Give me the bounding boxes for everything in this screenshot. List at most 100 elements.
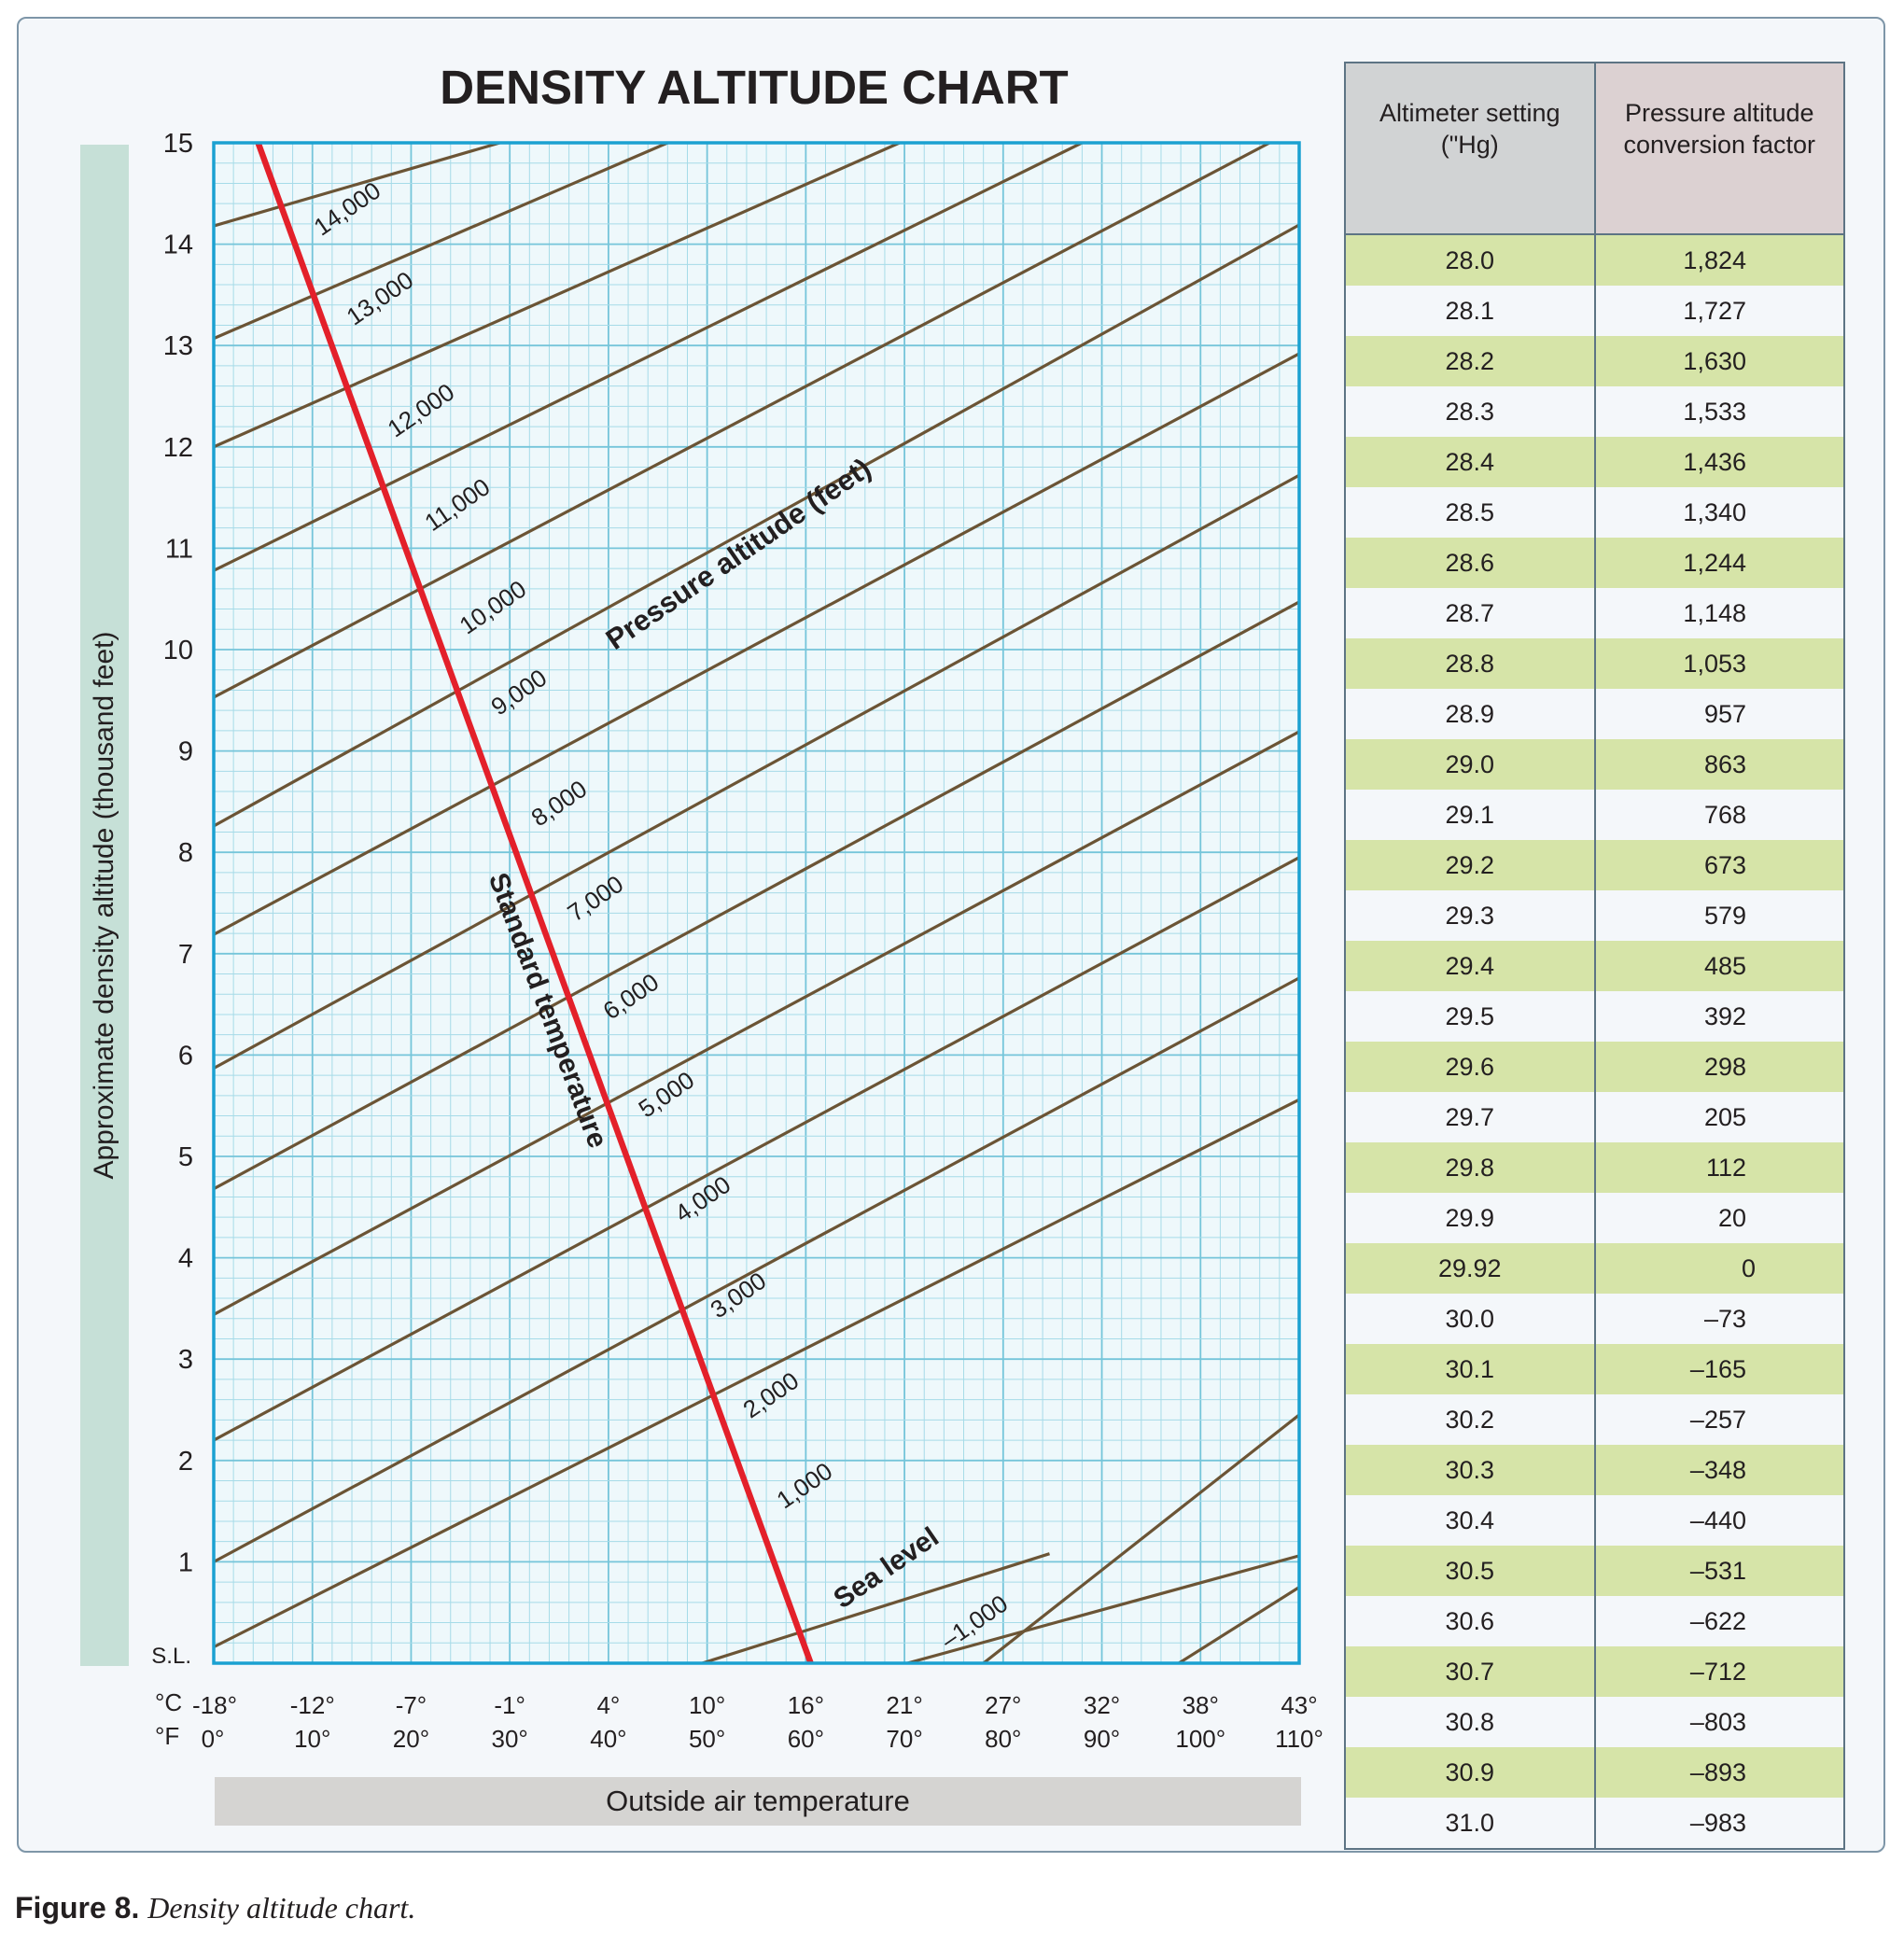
- conversion-factor-cell: 1,053: [1593, 638, 1845, 689]
- table-row: 28.7 1,148: [1344, 588, 1845, 638]
- conversion-factor-cell: 579: [1593, 890, 1845, 941]
- x-tick-label-fahrenheit: 110°: [1275, 1725, 1323, 1753]
- caption-text: Density altitude chart.: [147, 1891, 416, 1925]
- pressure-altitude-line: [214, 600, 1299, 1191]
- table-row: 28.6 1,244: [1344, 538, 1845, 588]
- pressure-altitude-line: [906, 1554, 1299, 1663]
- conversion-factor-cell: 673: [1593, 840, 1845, 890]
- conversion-factor-cell: –73: [1593, 1294, 1845, 1344]
- x-tick-label-celsius: -12°: [290, 1691, 335, 1719]
- table-row: 29.4 485: [1344, 941, 1845, 991]
- altimeter-setting-cell: 28.5: [1344, 487, 1596, 538]
- y-tick-label: 6: [178, 1041, 193, 1071]
- altimeter-setting-cell: 28.6: [1344, 538, 1596, 588]
- conversion-factor-cell: –712: [1593, 1646, 1845, 1697]
- x-tick-label-fahrenheit: 50°: [689, 1725, 725, 1753]
- celsius-unit-label: °C: [155, 1688, 183, 1716]
- x-tick-label-celsius: -1°: [494, 1691, 525, 1719]
- density-altitude-chart: 14,00013,00012,00011,00010,0009,0008,000…: [151, 129, 1323, 1753]
- y-tick-label: 8: [178, 838, 193, 868]
- conversion-factor-cell: 768: [1593, 790, 1845, 840]
- conversion-factor-cell: –893: [1593, 1747, 1845, 1798]
- conversion-factor-cell: 485: [1593, 941, 1845, 991]
- table-row: 28.9 957: [1344, 689, 1845, 739]
- x-tick-label-celsius: 16°: [788, 1691, 824, 1719]
- pressure-altitude-line: [214, 143, 1084, 572]
- pressure-altitude-line: [214, 730, 1299, 1316]
- conversion-factor-cell: 1,436: [1593, 437, 1845, 487]
- altimeter-setting-cell: 29.6: [1344, 1042, 1596, 1092]
- altimeter-setting-cell: 28.4: [1344, 437, 1596, 487]
- table-header-row: Altimeter setting ("Hg) Pressure altitud…: [1344, 62, 1845, 235]
- altimeter-setting-cell: 29.4: [1344, 941, 1596, 991]
- conversion-factor-cell: –622: [1593, 1596, 1845, 1646]
- x-tick-label-celsius: -18°: [192, 1691, 237, 1719]
- altimeter-setting-cell: 30.0: [1344, 1294, 1596, 1344]
- y-tick-label: 3: [178, 1345, 193, 1375]
- altimeter-setting-cell: 29.2: [1344, 840, 1596, 890]
- y-tick-label: 10: [163, 636, 193, 665]
- x-tick-label-fahrenheit: 70°: [886, 1725, 922, 1753]
- altimeter-setting-cell: 31.0: [1344, 1798, 1596, 1850]
- table-row: 30.8 –803: [1344, 1697, 1845, 1747]
- x-tick-label-celsius: 10°: [689, 1691, 725, 1719]
- conversion-factor-cell: 298: [1593, 1042, 1845, 1092]
- table-row: 28.1 1,727: [1344, 286, 1845, 336]
- header-line: conversion factor: [1623, 131, 1816, 159]
- table-row: 30.5 –531: [1344, 1546, 1845, 1596]
- x-tick-label-celsius: 4°: [596, 1691, 620, 1719]
- table-row: 30.3 –348: [1344, 1445, 1845, 1495]
- x-tick-label-celsius: 32°: [1084, 1691, 1120, 1719]
- table-header-altimeter-setting: Altimeter setting ("Hg): [1344, 62, 1596, 235]
- altimeter-setting-cell: 30.9: [1344, 1747, 1596, 1798]
- y-axis-label-band: [80, 145, 129, 1666]
- conversion-factor-cell: 112: [1593, 1142, 1845, 1193]
- altimeter-setting-cell: 30.5: [1344, 1546, 1596, 1596]
- x-tick-label-celsius: 21°: [886, 1691, 922, 1719]
- altimeter-setting-cell: 29.3: [1344, 890, 1596, 941]
- table-row: 29.8 112: [1344, 1142, 1845, 1193]
- conversion-factor-cell: 1,630: [1593, 336, 1845, 386]
- fahrenheit-unit-label: °F: [155, 1722, 180, 1750]
- x-tick-label-celsius: 27°: [985, 1691, 1021, 1719]
- conversion-factor-cell: –440: [1593, 1495, 1845, 1546]
- x-axis-label: Outside air temperature: [606, 1785, 910, 1817]
- chart-title: DENSITY ALTITUDE CHART: [440, 61, 1069, 114]
- header-line: Pressure altitude: [1624, 99, 1814, 127]
- altimeter-setting-cell: 28.2: [1344, 336, 1596, 386]
- y-tick-label: 5: [178, 1142, 193, 1172]
- table-row: 30.4 –440: [1344, 1495, 1845, 1546]
- figure-caption: Figure 8. Density altitude chart.: [15, 1891, 415, 1925]
- table-row: 29.7 205: [1344, 1092, 1845, 1142]
- table-row: 28.2 1,630: [1344, 336, 1845, 386]
- pressure-altitude-line: [1178, 1586, 1299, 1663]
- table-row: 29.6 298: [1344, 1042, 1845, 1092]
- pressure-altitude-line: [214, 143, 1271, 699]
- altimeter-setting-cell: 29.1: [1344, 790, 1596, 840]
- altimeter-setting-cell: 30.7: [1344, 1646, 1596, 1697]
- conversion-factor-cell: 1,533: [1593, 386, 1845, 437]
- table-row: 30.7 –712: [1344, 1646, 1845, 1697]
- table-row: 28.4 1,436: [1344, 437, 1845, 487]
- pressure-altitude-line: [214, 143, 501, 228]
- altimeter-setting-cell: 29.9: [1344, 1193, 1596, 1243]
- table-row: 29.2 673: [1344, 840, 1845, 890]
- conversion-factor-cell: 205: [1593, 1092, 1845, 1142]
- altimeter-setting-cell: 29.7: [1344, 1092, 1596, 1142]
- pressure-altitude-line: [214, 143, 668, 341]
- table-row: 29.5 392: [1344, 991, 1845, 1042]
- standard-temperature-line: [255, 141, 814, 1665]
- x-tick-label-fahrenheit: 40°: [590, 1725, 626, 1753]
- conversion-factor-cell: –803: [1593, 1697, 1845, 1747]
- x-tick-label-fahrenheit: 90°: [1084, 1725, 1120, 1753]
- table-row: 28.8 1,053: [1344, 638, 1845, 689]
- table-header-conversion-factor: Pressure altitude conversion factor: [1593, 62, 1845, 235]
- x-tick-label-fahrenheit: 100°: [1175, 1725, 1225, 1753]
- x-tick-label-fahrenheit: 80°: [985, 1725, 1021, 1753]
- altimeter-setting-cell: 30.1: [1344, 1344, 1596, 1394]
- pressure-altitude-line: [982, 1413, 1299, 1663]
- table-row: 29.3 579: [1344, 890, 1845, 941]
- conversion-factor-cell: –165: [1593, 1344, 1845, 1394]
- altimeter-setting-cell: 28.0: [1344, 234, 1596, 286]
